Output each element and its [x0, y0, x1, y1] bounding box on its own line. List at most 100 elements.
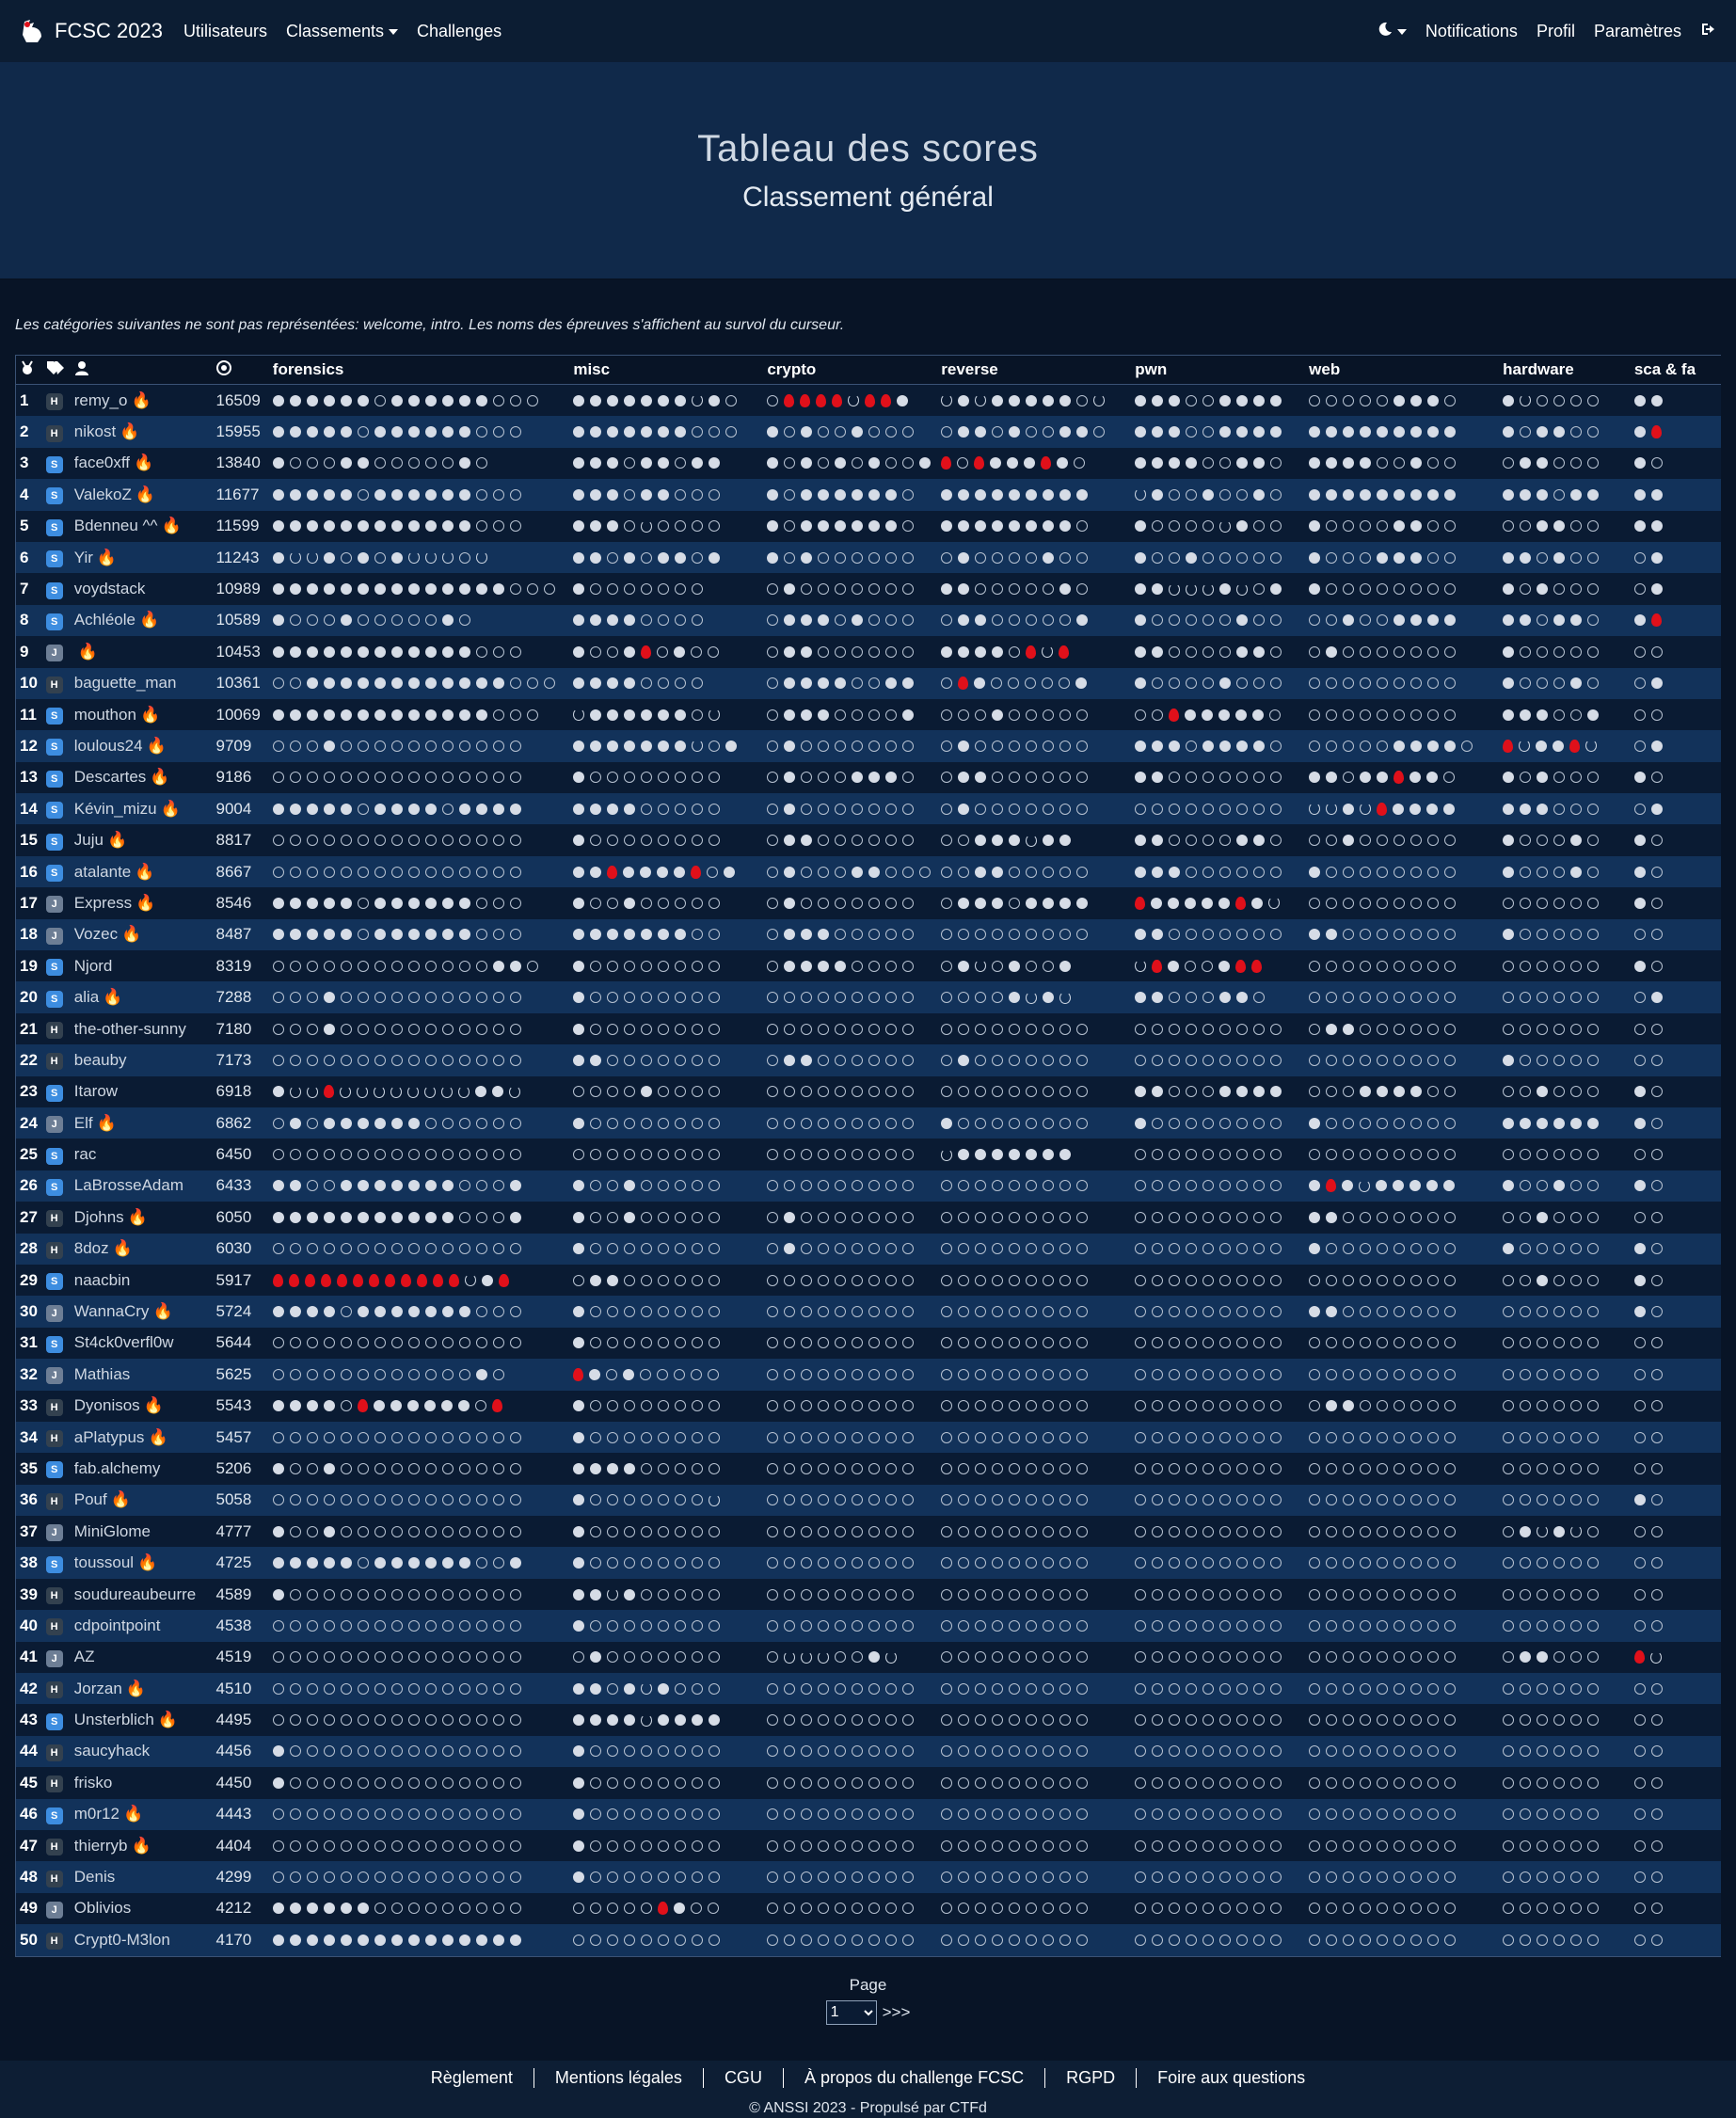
unsolved-dot-icon[interactable]	[289, 1651, 301, 1664]
unsolved-dot-icon[interactable]	[458, 1431, 470, 1443]
unsolved-dot-icon[interactable]	[975, 1400, 987, 1412]
solved-dot-icon[interactable]	[868, 866, 881, 878]
solved-dot-icon[interactable]	[784, 897, 796, 909]
solved-dot-icon[interactable]	[1007, 457, 1019, 470]
solved-dot-icon[interactable]	[1537, 772, 1549, 784]
solved-dot-icon[interactable]	[424, 1557, 437, 1569]
unsolved-dot-icon[interactable]	[640, 1368, 652, 1380]
unsolved-dot-icon[interactable]	[289, 866, 301, 878]
unsolved-dot-icon[interactable]	[801, 1306, 813, 1318]
player-cell[interactable]: Itarow	[70, 1075, 213, 1107]
unsolved-dot-icon[interactable]	[835, 803, 847, 815]
unsolved-dot-icon[interactable]	[1553, 1682, 1566, 1695]
unsolved-dot-icon[interactable]	[1202, 1368, 1215, 1380]
unsolved-dot-icon[interactable]	[1042, 677, 1054, 690]
unsolved-dot-icon[interactable]	[1537, 1934, 1549, 1946]
unsolved-dot-icon[interactable]	[1270, 551, 1282, 564]
unsolved-dot-icon[interactable]	[390, 1431, 403, 1443]
unsolved-dot-icon[interactable]	[1587, 1494, 1600, 1506]
unsolved-dot-icon[interactable]	[692, 1306, 704, 1318]
unsolved-dot-icon[interactable]	[306, 740, 318, 752]
solved-dot-icon[interactable]	[1393, 803, 1405, 815]
unsolved-dot-icon[interactable]	[1043, 1023, 1055, 1035]
unsolved-dot-icon[interactable]	[1270, 457, 1282, 470]
unsolved-dot-icon[interactable]	[1633, 1745, 1646, 1758]
unsolved-dot-icon[interactable]	[885, 1400, 898, 1412]
unsolved-dot-icon[interactable]	[658, 1086, 670, 1098]
unsolved-dot-icon[interactable]	[1377, 866, 1389, 878]
unsolved-dot-icon[interactable]	[407, 1619, 420, 1632]
unsolved-dot-icon[interactable]	[441, 1619, 454, 1632]
unsolved-dot-icon[interactable]	[1059, 1682, 1072, 1695]
solved-dot-icon[interactable]	[607, 803, 619, 815]
solved-dot-icon[interactable]	[1009, 992, 1021, 1004]
unsolved-dot-icon[interactable]	[1009, 1682, 1021, 1695]
unsolved-dot-icon[interactable]	[767, 1431, 779, 1443]
unsolved-dot-icon[interactable]	[590, 1431, 602, 1443]
trophy-icon[interactable]	[1520, 394, 1532, 407]
solved-dot-icon[interactable]	[306, 426, 318, 438]
solved-dot-icon[interactable]	[1377, 772, 1389, 784]
unsolved-dot-icon[interactable]	[1633, 992, 1646, 1004]
unsolved-dot-icon[interactable]	[1633, 1903, 1646, 1915]
unsolved-dot-icon[interactable]	[1326, 1525, 1338, 1537]
solved-dot-icon[interactable]	[1135, 457, 1147, 470]
unsolved-dot-icon[interactable]	[675, 1462, 687, 1474]
unsolved-dot-icon[interactable]	[1360, 1776, 1372, 1789]
trophy-icon[interactable]	[390, 1085, 402, 1098]
unsolved-dot-icon[interactable]	[992, 960, 1004, 972]
solved-dot-icon[interactable]	[357, 394, 369, 406]
unsolved-dot-icon[interactable]	[767, 929, 779, 941]
solved-dot-icon[interactable]	[1537, 1086, 1549, 1098]
player-cell[interactable]: aPlatypus 🔥	[70, 1421, 213, 1454]
unsolved-dot-icon[interactable]	[767, 960, 779, 972]
unsolved-dot-icon[interactable]	[1043, 1211, 1055, 1223]
solved-dot-icon[interactable]	[573, 1243, 585, 1255]
solved-dot-icon[interactable]	[975, 772, 987, 784]
unsolved-dot-icon[interactable]	[475, 929, 487, 941]
unsolved-dot-icon[interactable]	[1587, 1431, 1600, 1443]
player-name[interactable]: Pouf	[73, 1490, 107, 1509]
player-name[interactable]: Itarow	[73, 1082, 119, 1101]
unsolved-dot-icon[interactable]	[835, 866, 847, 878]
unsolved-dot-icon[interactable]	[390, 1525, 403, 1537]
unsolved-dot-icon[interactable]	[868, 1306, 881, 1318]
unsolved-dot-icon[interactable]	[1444, 897, 1457, 909]
unsolved-dot-icon[interactable]	[1043, 1117, 1055, 1129]
solved-dot-icon[interactable]	[1253, 740, 1266, 752]
unsolved-dot-icon[interactable]	[323, 1431, 335, 1443]
unsolved-dot-icon[interactable]	[1394, 1117, 1406, 1129]
unsolved-dot-icon[interactable]	[1202, 992, 1215, 1004]
unsolved-dot-icon[interactable]	[1343, 1714, 1355, 1727]
unsolved-dot-icon[interactable]	[1553, 1619, 1566, 1632]
unsolved-dot-icon[interactable]	[835, 1274, 847, 1286]
unsolved-dot-icon[interactable]	[340, 1494, 352, 1506]
unsolved-dot-icon[interactable]	[675, 897, 687, 909]
unsolved-dot-icon[interactable]	[1026, 1337, 1038, 1349]
solved-dot-icon[interactable]	[1270, 426, 1282, 438]
unsolved-dot-icon[interactable]	[641, 1839, 653, 1852]
solved-dot-icon[interactable]	[658, 709, 670, 721]
unsolved-dot-icon[interactable]	[818, 835, 830, 847]
solved-dot-icon[interactable]	[1343, 488, 1355, 501]
unsolved-dot-icon[interactable]	[1202, 1337, 1215, 1349]
unsolved-dot-icon[interactable]	[818, 772, 830, 784]
first-blood-icon[interactable]	[1251, 959, 1263, 973]
solved-dot-icon[interactable]	[306, 709, 318, 721]
unsolved-dot-icon[interactable]	[390, 1588, 403, 1600]
unsolved-dot-icon[interactable]	[1427, 583, 1440, 596]
solved-dot-icon[interactable]	[1309, 866, 1321, 878]
unsolved-dot-icon[interactable]	[1360, 960, 1372, 972]
solved-dot-icon[interactable]	[1633, 1117, 1646, 1129]
unsolved-dot-icon[interactable]	[357, 866, 369, 878]
solved-dot-icon[interactable]	[590, 1588, 602, 1600]
player-cell[interactable]: naacbin	[70, 1264, 213, 1297]
unsolved-dot-icon[interactable]	[1427, 1494, 1440, 1506]
unsolved-dot-icon[interactable]	[1410, 1619, 1423, 1632]
unsolved-dot-icon[interactable]	[1186, 645, 1198, 658]
unsolved-dot-icon[interactable]	[852, 1054, 864, 1066]
solved-dot-icon[interactable]	[272, 614, 284, 627]
unsolved-dot-icon[interactable]	[1026, 1557, 1038, 1569]
unsolved-dot-icon[interactable]	[767, 835, 779, 847]
unsolved-dot-icon[interactable]	[1427, 1619, 1440, 1632]
